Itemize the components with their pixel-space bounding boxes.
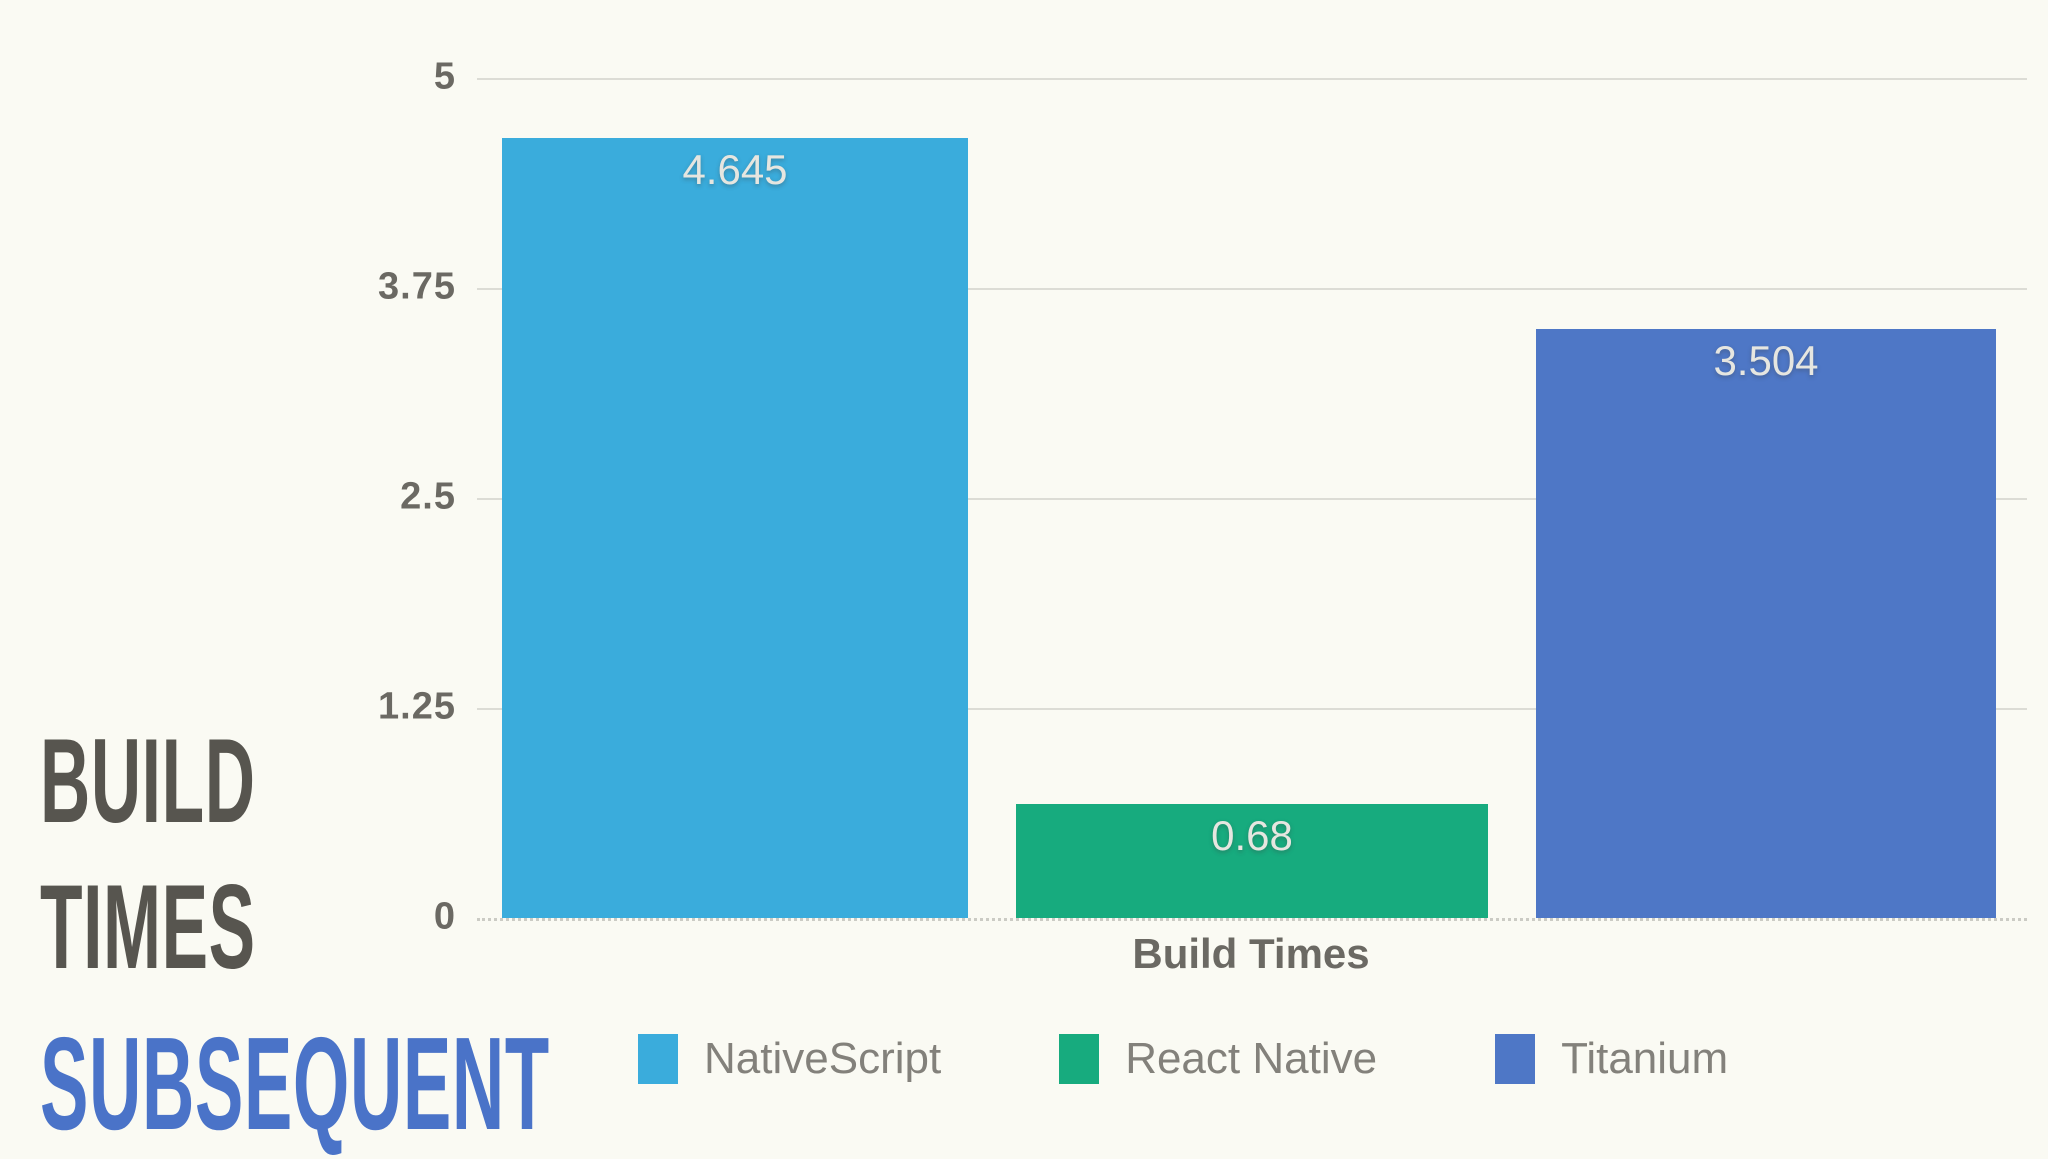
legend-swatch — [1059, 1034, 1100, 1084]
legend-item-nativescript: NativeScript — [638, 1034, 941, 1084]
legend: NativeScript React Native Titanium — [638, 1034, 1728, 1084]
legend-label: React Native — [1125, 1034, 1378, 1083]
gridline — [477, 288, 2027, 290]
legend-label: NativeScript — [704, 1034, 942, 1083]
x-axis-baseline — [477, 918, 2027, 921]
y-axis-tick-label: 0 — [433, 895, 456, 938]
y-axis-tick-label: 2.5 — [400, 475, 456, 518]
legend-item-react-native: React Native — [1059, 1034, 1377, 1084]
gridline — [477, 78, 2027, 80]
legend-swatch — [638, 1034, 678, 1084]
bar-value-label: 3.504 — [1713, 337, 1819, 385]
gridline — [477, 498, 2027, 500]
title-line-3: SUBSEQUENT — [40, 1010, 550, 1157]
bar-react-native: 0.68 — [1016, 803, 1488, 918]
legend-item-titanium: Titanium — [1495, 1034, 1728, 1084]
bar-value-label: 4.645 — [682, 145, 788, 193]
bar-value-label: 0.68 — [1211, 811, 1293, 859]
title-line-1: BUILD — [40, 714, 256, 848]
y-axis: 5 3.75 2.5 1.25 0 — [0, 57, 456, 935]
chart-plot-area: 4.645 0.68 3.504 — [477, 78, 2027, 921]
bar-titanium: 3.504 — [1536, 329, 1996, 918]
gridline — [477, 708, 2027, 710]
y-axis-tick-label: 5 — [433, 55, 456, 98]
x-axis-label: Build Times — [1132, 930, 1370, 977]
y-axis-tick-label: 3.75 — [378, 265, 456, 308]
bar-nativescript: 4.645 — [502, 137, 968, 918]
y-axis-tick-label: 1.25 — [378, 685, 456, 728]
legend-label: Titanium — [1561, 1034, 1729, 1083]
title-line-2: TIMES — [40, 860, 256, 994]
legend-swatch — [1495, 1034, 1536, 1084]
